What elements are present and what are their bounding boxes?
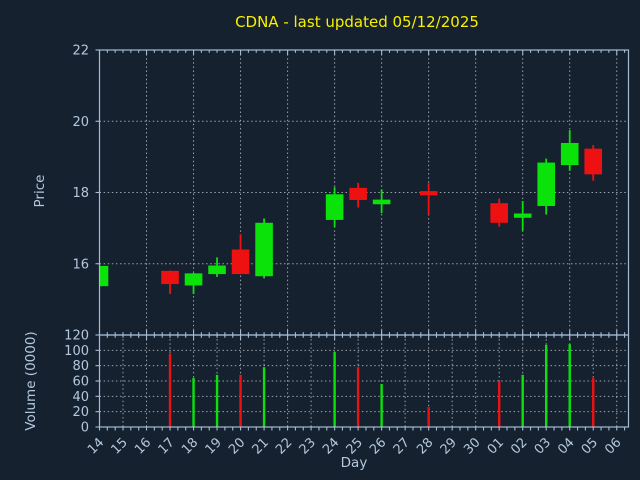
- volume-bar-day-19: [215, 374, 219, 427]
- volume-bar-day-28: [427, 407, 430, 427]
- day-tick-label: 30: [461, 435, 483, 457]
- volume-bar-day-26: [380, 384, 383, 427]
- volume-bar-day-21: [262, 367, 266, 427]
- day-tick-label: 15: [109, 435, 131, 457]
- day-axis-label: Day: [341, 455, 368, 471]
- volume-bars-layer: [168, 344, 595, 427]
- ticks-layer: [95, 49, 626, 431]
- candle-body-day-21: [255, 222, 273, 277]
- price-ytick-label: 16: [72, 257, 89, 272]
- price-axis-label: Price: [32, 175, 48, 208]
- price-ytick-label: 20: [72, 115, 89, 130]
- day-tick-label: 20: [226, 435, 248, 457]
- day-tick-label: 18: [179, 435, 201, 457]
- candle-body-day-14: [99, 265, 109, 287]
- volume-ytick-label: 100: [64, 344, 89, 359]
- candle-body-day-18: [184, 273, 203, 286]
- candle-body-day-20: [231, 249, 250, 275]
- candle-body-day-28: [419, 191, 438, 196]
- volume-axis-label: Volume (0000): [23, 331, 39, 430]
- price-ytick-label: 22: [72, 44, 89, 59]
- day-tick-label: 01: [485, 435, 507, 457]
- volume-ytick-label: 40: [72, 390, 89, 405]
- volume-ytick-label: 120: [64, 329, 89, 344]
- volume-ytick-label: 80: [72, 359, 89, 374]
- volume-bar-day-17: [168, 353, 172, 427]
- day-tick-label: 21: [250, 435, 272, 457]
- volume-bar-day-25: [356, 367, 360, 427]
- candle-body-day-04: [560, 142, 579, 166]
- candle-body-day-17: [161, 270, 179, 285]
- candle-body-day-26: [372, 199, 391, 205]
- volume-bar-day-01: [497, 381, 501, 427]
- day-tick-label: 24: [320, 435, 342, 457]
- day-tick-label: 29: [438, 435, 460, 457]
- candle-body-day-19: [208, 265, 226, 275]
- volume-bar-day-03: [545, 344, 548, 427]
- volume-bar-day-05: [592, 377, 595, 427]
- volume-ytick-label: 20: [72, 405, 89, 420]
- price-ytick-label: 18: [72, 186, 89, 201]
- grid-layer: [99, 50, 629, 427]
- chart-title: CDNA - last updated 05/12/2025: [235, 13, 479, 31]
- day-tick-label: 17: [156, 435, 178, 457]
- day-tick-label: 02: [508, 435, 530, 457]
- day-tick-label: 14: [85, 435, 107, 457]
- day-tick-label: 23: [297, 435, 319, 457]
- volume-bar-day-20: [239, 374, 242, 427]
- day-tick-label: 27: [391, 435, 413, 457]
- volume-bar-day-18: [192, 377, 195, 427]
- day-tick-label: 19: [203, 435, 225, 457]
- volume-bar-day-24: [333, 351, 336, 427]
- day-tick-label: 03: [532, 435, 554, 457]
- candle-body-day-25: [349, 187, 367, 200]
- candle-body-day-01: [490, 203, 508, 223]
- volume-ytick-label: 60: [72, 375, 89, 390]
- day-tick-label: 26: [367, 435, 389, 457]
- candles-layer: [99, 130, 603, 295]
- day-tick-label: 05: [579, 435, 601, 457]
- candle-body-day-02: [513, 213, 532, 218]
- day-tick-label: 04: [555, 435, 577, 457]
- volume-bar-day-04: [568, 344, 571, 427]
- day-tick-label: 22: [273, 435, 295, 457]
- day-tick-label: 16: [132, 435, 154, 457]
- day-tick-label: 06: [602, 435, 624, 457]
- candle-body-day-03: [537, 162, 556, 207]
- volume-bar-day-02: [521, 374, 524, 427]
- day-tick-label: 28: [414, 435, 436, 457]
- candle-body-day-24: [325, 194, 344, 220]
- candle-body-day-05: [584, 148, 603, 175]
- volume-ytick-label: 0: [81, 421, 89, 436]
